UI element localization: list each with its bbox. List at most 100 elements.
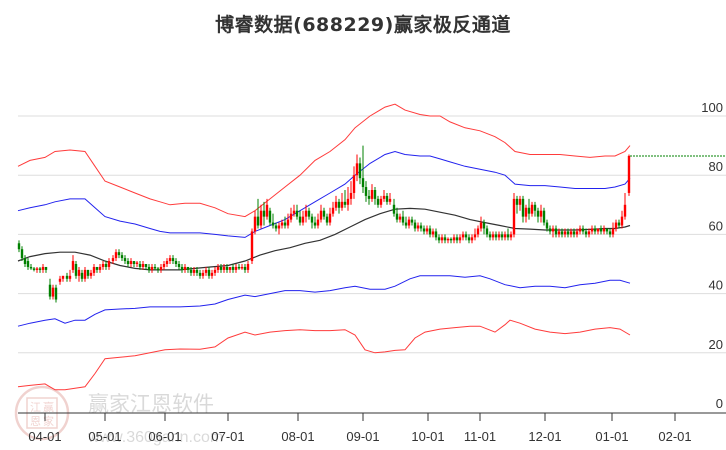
candle <box>575 231 579 235</box>
candle <box>367 195 371 199</box>
x-tick-label: 02-01 <box>658 429 691 444</box>
candle <box>207 269 211 276</box>
band-lower-inner <box>17 275 631 327</box>
candle <box>180 266 184 270</box>
candle <box>171 258 175 262</box>
candle <box>234 266 238 270</box>
y-axis-labels: 0 20 40 60 80 100 <box>701 100 723 411</box>
candle <box>599 228 603 232</box>
candle <box>479 222 483 229</box>
candle <box>174 261 178 264</box>
candle <box>243 266 247 270</box>
candle <box>38 268 42 270</box>
candle <box>92 266 96 273</box>
y-tick-label: 60 <box>709 218 723 233</box>
candle <box>259 210 263 226</box>
channel-bands <box>17 103 631 391</box>
candle <box>132 261 136 264</box>
candle <box>401 216 405 223</box>
candle <box>518 198 522 205</box>
y-tick-label: 100 <box>701 100 723 115</box>
candle <box>298 216 302 223</box>
candle <box>89 272 93 276</box>
candle <box>213 269 217 273</box>
candle <box>265 204 269 217</box>
candle <box>256 216 260 226</box>
candle <box>328 213 332 223</box>
candle <box>527 207 531 214</box>
candle <box>536 210 540 217</box>
chart-title: 博睿数据(688229)赢家极反通道 <box>215 14 511 36</box>
candle <box>129 261 133 264</box>
candle <box>515 198 519 205</box>
candle <box>219 266 223 270</box>
candle <box>452 237 456 241</box>
candle <box>123 258 127 262</box>
candle <box>407 219 411 226</box>
candle <box>48 284 52 297</box>
candle <box>310 216 314 223</box>
candle <box>65 275 69 279</box>
y-tick-label: 0 <box>716 396 723 411</box>
candle <box>168 258 172 262</box>
candle <box>578 228 582 232</box>
candle <box>437 237 441 241</box>
candle <box>204 269 208 273</box>
candle <box>422 228 426 232</box>
candle <box>551 228 555 232</box>
candle <box>470 237 474 241</box>
candle <box>458 237 462 241</box>
candle <box>416 225 420 229</box>
candle <box>246 264 250 270</box>
candle <box>150 266 154 270</box>
candle <box>228 266 232 270</box>
candle <box>602 228 606 232</box>
candle <box>198 272 202 276</box>
candle <box>449 238 453 241</box>
candle <box>485 228 489 235</box>
candle <box>295 210 299 217</box>
candle <box>58 278 62 282</box>
candle <box>201 272 205 276</box>
x-tick-label: 05-01 <box>88 429 121 444</box>
candle <box>488 234 492 238</box>
candle <box>545 222 549 229</box>
candle <box>467 237 471 241</box>
candle <box>355 163 359 176</box>
candle <box>68 275 72 279</box>
svg-text:恩: 恩 <box>30 415 41 428</box>
candle <box>277 225 281 229</box>
candle <box>605 228 609 232</box>
candle <box>237 266 241 269</box>
candle <box>503 234 507 238</box>
candle <box>509 234 513 238</box>
candle <box>617 222 621 226</box>
candle <box>566 231 570 235</box>
candle <box>428 228 432 235</box>
candle <box>455 237 459 241</box>
candle <box>376 198 380 205</box>
candle <box>554 228 558 235</box>
candle <box>425 228 429 232</box>
candle <box>141 264 145 267</box>
candle <box>262 210 266 217</box>
candle <box>286 219 290 226</box>
candle <box>268 210 272 223</box>
candle <box>473 234 477 238</box>
candle <box>274 225 278 229</box>
candle <box>611 228 615 235</box>
candle <box>533 204 537 211</box>
candle <box>222 266 226 270</box>
candle <box>17 243 21 250</box>
candle <box>26 261 30 267</box>
candle <box>156 268 160 270</box>
watermark-url-text: www.360gann.com <box>87 429 223 446</box>
candle <box>177 264 181 267</box>
candle <box>225 266 229 270</box>
y-tick-label: 40 <box>709 278 723 293</box>
candle <box>352 175 356 193</box>
candle <box>319 210 323 220</box>
candle <box>183 266 187 270</box>
candle <box>41 266 45 270</box>
